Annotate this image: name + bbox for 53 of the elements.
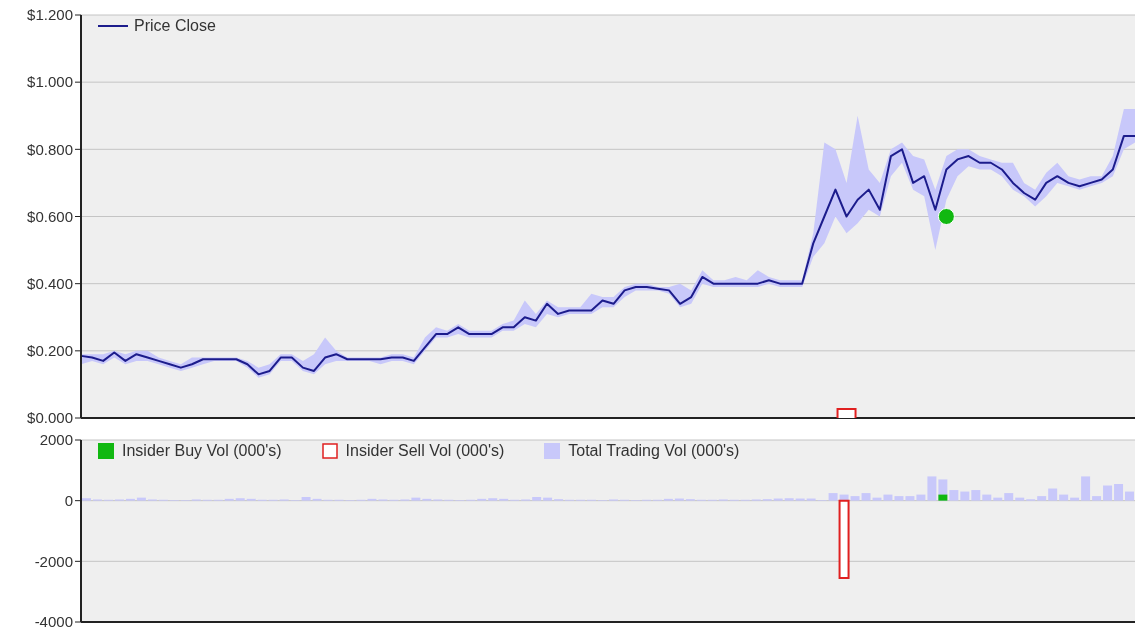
bar [1059, 494, 1069, 501]
y-tick-label: -2000 [34, 552, 73, 570]
y-tick-label: 2000 [39, 431, 73, 449]
bar [136, 497, 146, 501]
legend-label: Insider Buy Vol (000's) [122, 442, 282, 460]
y-tick-label: 0 [64, 491, 73, 509]
bar [894, 496, 904, 501]
bar [1048, 488, 1058, 501]
bar [927, 476, 937, 501]
bar [1037, 496, 1047, 501]
y-tick-label: $0.000 [27, 409, 73, 427]
bar [1125, 491, 1135, 501]
bar [1015, 497, 1025, 501]
bar [982, 494, 992, 501]
bar [411, 497, 421, 501]
bar [960, 491, 970, 501]
bar [916, 494, 926, 501]
bar [543, 497, 553, 501]
y-tick-label: $0.800 [27, 140, 73, 158]
bar [1114, 483, 1124, 501]
bar [532, 497, 542, 501]
bar [1092, 496, 1102, 501]
legend-label: Insider Sell Vol (000's) [345, 442, 505, 460]
bar [993, 497, 1003, 501]
bar [1004, 493, 1014, 501]
legend-label: Price Close [134, 17, 216, 35]
bar [301, 497, 311, 501]
bar [795, 498, 805, 501]
y-tick-label: $1.200 [27, 6, 73, 24]
y-tick-label: $0.400 [27, 274, 73, 292]
bar [1070, 497, 1080, 501]
bar [1103, 485, 1113, 501]
bar [82, 498, 91, 501]
bar [488, 498, 498, 501]
bar [784, 498, 794, 501]
bar [861, 493, 871, 501]
bar [838, 499, 850, 580]
bar [828, 493, 838, 501]
bar [850, 496, 860, 501]
y-tick-label: -4000 [34, 613, 73, 631]
bar [235, 498, 245, 501]
bar [971, 490, 981, 501]
bar [949, 490, 959, 501]
bar [905, 496, 915, 501]
bar [1081, 476, 1091, 501]
y-tick-label: $0.200 [27, 342, 73, 360]
bar [674, 498, 684, 501]
y-tick-label: $1.000 [27, 73, 73, 91]
bar [806, 498, 816, 501]
legend-label: Total Trading Vol (000's) [568, 442, 740, 460]
bar [938, 494, 948, 501]
y-tick-label: $0.600 [27, 207, 73, 225]
bar [773, 498, 783, 501]
